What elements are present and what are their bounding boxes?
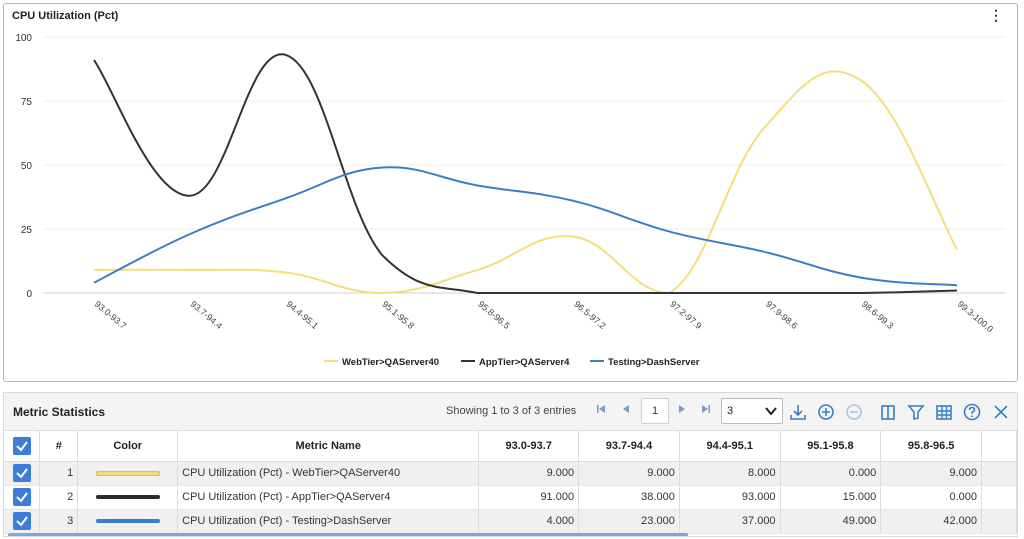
row-value: 42.000 bbox=[880, 509, 983, 534]
row-checkbox[interactable] bbox=[4, 461, 41, 486]
entries-count: Showing 1 to 3 of 3 entries bbox=[446, 405, 577, 417]
metric-statistics-table: # Color Metric Name 93.0-93.7 93.7-94.4 … bbox=[4, 431, 1017, 534]
row-value: 8.000 bbox=[679, 461, 781, 486]
table-row[interactable]: 1 CPU Utilization (Pct) - WebTier>QAServ… bbox=[4, 461, 1017, 486]
row-checkbox[interactable] bbox=[4, 509, 41, 534]
filter-icon[interactable] bbox=[906, 402, 926, 422]
y-tick-label: 75 bbox=[21, 97, 33, 108]
row-value: 49.000 bbox=[780, 509, 882, 534]
table-row[interactable]: 3 CPU Utilization (Pct) - Testing>DashSe… bbox=[4, 509, 1017, 534]
series-line bbox=[93, 166, 958, 287]
columns-icon[interactable] bbox=[878, 402, 898, 422]
row-index: 1 bbox=[39, 461, 79, 486]
more-options-icon[interactable]: ⋮ bbox=[989, 7, 1003, 23]
x-tick-label: 97.9-98.6 bbox=[764, 299, 800, 331]
row-metric-name: CPU Utilization (Pct) - WebTier>QAServer… bbox=[177, 461, 480, 486]
row-color-cell bbox=[77, 461, 179, 486]
y-tick-label: 100 bbox=[15, 33, 32, 44]
color-swatch bbox=[95, 519, 160, 524]
row-value: 93.000 bbox=[679, 485, 781, 510]
legend-label: Testing>DashServer bbox=[608, 357, 700, 368]
series-line bbox=[93, 70, 958, 295]
color-swatch bbox=[95, 495, 160, 500]
column-header-index[interactable]: # bbox=[39, 431, 79, 462]
row-value: 4.000 bbox=[478, 509, 580, 534]
series-line bbox=[93, 53, 958, 295]
page-size-value: 3 bbox=[727, 405, 734, 417]
row-value: 0.000 bbox=[880, 485, 983, 510]
row-value: 37.000 bbox=[679, 509, 781, 534]
select-all-checkbox[interactable] bbox=[4, 431, 41, 462]
close-icon[interactable] bbox=[991, 402, 1011, 422]
y-tick-label: 0 bbox=[26, 289, 32, 300]
row-value: 23.000 bbox=[578, 509, 680, 534]
row-index: 2 bbox=[39, 485, 79, 510]
prev-page-icon[interactable] bbox=[621, 404, 631, 417]
table-row[interactable]: 2 CPU Utilization (Pct) - AppTier>QAServ… bbox=[4, 485, 1017, 510]
stats-title: Metric Statistics bbox=[13, 405, 106, 419]
row-overflow-cell bbox=[981, 485, 1017, 510]
column-header-range-3[interactable]: 94.4-95.1 bbox=[679, 431, 781, 462]
table-header-row: # Color Metric Name 93.0-93.7 93.7-94.4 … bbox=[4, 431, 1017, 462]
row-index: 3 bbox=[39, 509, 79, 534]
page-size-select[interactable]: 3 bbox=[721, 398, 783, 424]
row-metric-name: CPU Utilization (Pct) - Testing>DashServ… bbox=[177, 509, 480, 534]
row-color-cell bbox=[77, 485, 179, 510]
x-tick-label: 98.6-99.3 bbox=[860, 299, 896, 331]
x-tick-label: 94.4-95.1 bbox=[284, 299, 320, 331]
x-tick-label: 95.1-95.8 bbox=[380, 299, 416, 331]
row-value: 0.000 bbox=[780, 461, 882, 486]
column-header-range-1[interactable]: 93.0-93.7 bbox=[478, 431, 580, 462]
row-color-cell bbox=[77, 509, 179, 534]
x-tick-label: 99.3-100.0 bbox=[956, 299, 995, 334]
row-value: 15.000 bbox=[780, 485, 882, 510]
row-value: 9.000 bbox=[478, 461, 580, 486]
row-checkbox[interactable] bbox=[4, 485, 41, 510]
zoom-in-icon[interactable] bbox=[816, 402, 836, 422]
legend-label: WebTier>QAServer40 bbox=[342, 357, 439, 368]
chart-title: CPU Utilization (Pct) bbox=[12, 10, 119, 22]
x-tick-label: 95.8-96.5 bbox=[476, 299, 512, 331]
next-page-icon[interactable] bbox=[677, 404, 687, 417]
color-swatch bbox=[95, 470, 160, 476]
y-tick-label: 50 bbox=[21, 161, 33, 172]
grid-icon[interactable] bbox=[934, 402, 954, 422]
chart-panel: CPU Utilization (Pct) ⋮ 0 25 50 75 100 93.0-9… bbox=[3, 3, 1018, 382]
column-header-metric-name[interactable]: Metric Name bbox=[177, 431, 480, 462]
row-value: 9.000 bbox=[880, 461, 983, 486]
column-header-range-4[interactable]: 95.1-95.8 bbox=[780, 431, 882, 462]
line-chart: 0 25 50 75 100 93.0-93.7 93.7-94.4 94.4-95.1 95.… bbox=[15, 33, 1005, 368]
download-icon[interactable] bbox=[788, 402, 808, 422]
help-icon[interactable] bbox=[962, 402, 982, 422]
x-tick-label: 97.2-97.9 bbox=[668, 299, 704, 331]
row-overflow-cell bbox=[981, 461, 1017, 486]
row-value: 38.000 bbox=[578, 485, 680, 510]
zoom-out-icon[interactable] bbox=[844, 402, 864, 422]
column-header-range-2[interactable]: 93.7-94.4 bbox=[578, 431, 680, 462]
horizontal-scrollbar[interactable] bbox=[8, 533, 688, 536]
column-header-overflow bbox=[981, 431, 1017, 462]
metric-statistics-panel: Metric Statistics Showing 1 to 3 of 3 en… bbox=[3, 392, 1018, 537]
row-value: 91.000 bbox=[478, 485, 580, 510]
y-tick-label: 25 bbox=[21, 225, 33, 236]
page-number-input[interactable]: 1 bbox=[641, 398, 669, 424]
column-header-color[interactable]: Color bbox=[77, 431, 179, 462]
legend-label: AppTier>QAServer4 bbox=[479, 357, 570, 368]
column-header-range-5[interactable]: 95.8-96.5 bbox=[880, 431, 983, 462]
x-tick-label: 93.7-94.4 bbox=[189, 299, 225, 331]
x-tick-label: 96.5-97.2 bbox=[572, 299, 608, 331]
stats-toolbar: Metric Statistics Showing 1 to 3 of 3 en… bbox=[4, 393, 1017, 431]
last-page-icon[interactable] bbox=[701, 404, 711, 417]
first-page-icon[interactable] bbox=[596, 404, 606, 417]
row-metric-name: CPU Utilization (Pct) - AppTier>QAServer… bbox=[177, 485, 480, 510]
chevron-down-icon bbox=[765, 407, 777, 416]
row-value: 9.000 bbox=[578, 461, 680, 486]
x-tick-label: 93.0-93.7 bbox=[93, 299, 129, 331]
row-overflow-cell bbox=[981, 509, 1017, 534]
